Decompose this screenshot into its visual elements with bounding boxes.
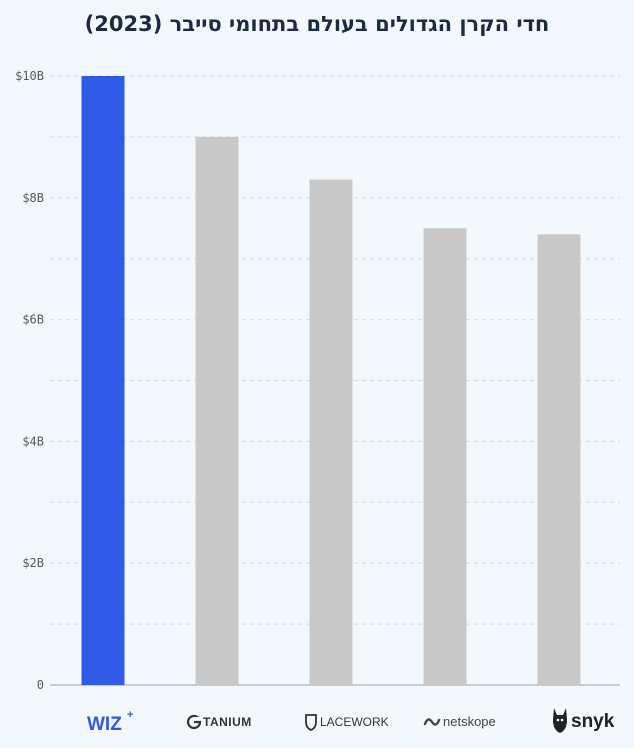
bar-lacework <box>309 179 353 685</box>
lacework-logo: LACEWORK <box>305 714 389 731</box>
wiz-logo-mark: + <box>127 709 133 721</box>
bar-snyk <box>537 234 581 685</box>
lacework-logo-text: LACEWORK <box>320 715 389 729</box>
wiz-logo: WIZ + <box>87 709 133 735</box>
y-tick-label: $10B <box>15 69 44 83</box>
snyk-dog-icon <box>553 708 567 733</box>
tanium-logo-text: TANIUM <box>203 715 252 729</box>
y-tick-label: $2B <box>22 556 44 570</box>
netskope-wave-icon <box>423 718 441 726</box>
y-tick-label: 0 <box>37 678 44 692</box>
shield-icon <box>305 714 317 731</box>
snyk-logo: snyk <box>553 708 615 733</box>
netskope-logo: netskope <box>423 714 496 729</box>
y-tick-label: $8B <box>22 191 44 205</box>
bar-tanium <box>195 136 239 685</box>
wiz-logo-text: WIZ <box>87 714 122 735</box>
bar-netskope <box>423 228 467 685</box>
tanium-logo: TANIUM <box>186 714 252 730</box>
chart-title: חדי הקרן הגדולים בעולם בתחומי סייבר (202… <box>84 12 550 36</box>
tanium-icon <box>186 714 202 730</box>
bar-wiz <box>81 76 125 685</box>
netskope-logo-text: netskope <box>443 714 496 729</box>
y-tick-label: $6B <box>22 313 44 327</box>
snyk-logo-text: snyk <box>571 711 615 732</box>
y-tick-label: $4B <box>22 434 44 448</box>
